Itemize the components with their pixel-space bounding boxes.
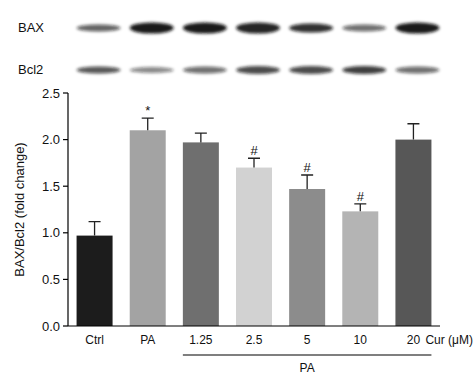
blot-band <box>342 25 386 32</box>
y-tick <box>63 92 68 93</box>
y-tick-label: 2.5 <box>42 86 60 101</box>
blot-band <box>236 23 280 34</box>
y-axis <box>67 93 68 326</box>
y-axis-label: BAX/Bcl2 (fold change) <box>12 142 27 276</box>
blot-band <box>183 67 227 74</box>
error-bar <box>248 158 260 167</box>
y-tick <box>63 232 68 233</box>
error-bar <box>142 118 154 130</box>
bar <box>289 189 325 326</box>
error-bars <box>89 118 420 235</box>
blot-band <box>77 25 121 32</box>
error-bar <box>354 204 366 211</box>
chart-root: BAX Bcl2 0.0 0.5 1.0 1.5 2.0 2.5 BAX/Bcl2 (fold … <box>0 0 474 379</box>
x-tick-label: 2.5 <box>246 333 263 347</box>
y-tick-label: 1.5 <box>42 179 60 194</box>
group-line <box>183 354 432 355</box>
x-tick-label: PA <box>140 333 155 347</box>
blot-band <box>236 66 280 74</box>
bar <box>236 168 272 326</box>
y-tick <box>63 139 68 140</box>
chart: BAX Bcl2 0.0 0.5 1.0 1.5 2.0 2.5 BAX/Bcl2 (fold … <box>0 0 474 379</box>
bar <box>183 142 219 326</box>
x-axis-label: Cur (μM) <box>425 333 473 347</box>
error-bar <box>301 175 313 189</box>
group-label: PA <box>300 361 315 375</box>
error-bar <box>407 124 419 140</box>
blot-band <box>77 67 121 74</box>
bar <box>77 236 113 326</box>
blot-band <box>395 67 439 74</box>
x-tick-label: 20 <box>407 333 421 347</box>
blot-label: BAX <box>18 20 44 35</box>
bar <box>130 130 166 326</box>
blot-band <box>342 66 386 74</box>
blot-band <box>130 23 174 34</box>
x-tick-label: 5 <box>304 333 311 347</box>
x-tick-label: 10 <box>354 333 368 347</box>
error-bar <box>195 133 207 142</box>
y-tick-label: 2.0 <box>42 132 60 147</box>
x-axis <box>68 325 440 326</box>
x-tick-label: Ctrl <box>85 333 104 347</box>
blot-band <box>183 23 227 34</box>
y-tick <box>63 186 68 187</box>
y-tick-label: 0.0 <box>42 319 60 334</box>
x-tick-label: 1.25 <box>189 333 213 347</box>
significance-mark: # <box>304 160 312 175</box>
significance-mark: # <box>357 189 365 204</box>
blot-band <box>289 24 333 33</box>
error-bar <box>89 222 101 236</box>
y-tick <box>63 325 68 326</box>
bars <box>77 130 432 326</box>
y-tick-label: 1.0 <box>42 225 60 240</box>
significance-mark: # <box>250 143 258 158</box>
blot-label: Bcl2 <box>18 62 43 77</box>
blot-band <box>130 67 174 73</box>
y-tick <box>63 279 68 280</box>
y-tick-label: 0.5 <box>42 272 60 287</box>
significance-mark: * <box>145 103 150 118</box>
bar <box>342 211 378 326</box>
blot-band <box>395 23 439 34</box>
bar <box>395 140 431 326</box>
blot-band <box>289 66 333 74</box>
